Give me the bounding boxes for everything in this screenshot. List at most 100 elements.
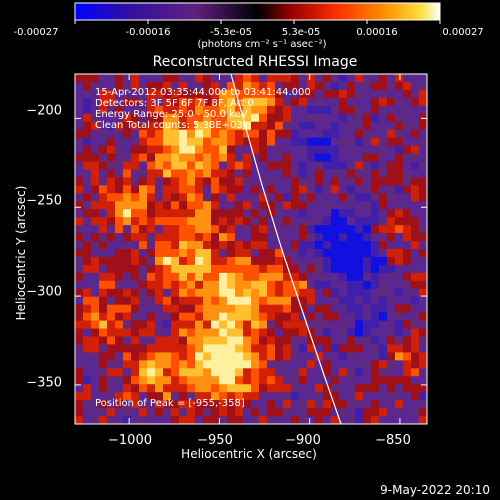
image-pixel [123,256,132,266]
y-tick-label: −250 [26,193,62,209]
image-pixel [163,217,172,226]
image-pixel [275,169,284,178]
image-pixel [235,153,244,162]
image-pixel [315,137,324,146]
image-pixel [163,225,172,234]
image-pixel [323,201,332,210]
image-pixel [227,272,236,282]
image-pixel [323,89,332,99]
image-pixel [395,304,404,313]
image-pixel [155,376,164,385]
image-pixel [211,280,220,290]
image-pixel [131,81,140,91]
image-pixel [275,137,284,146]
image-pixel [75,280,84,290]
x-tick-label: −850 [375,433,411,448]
image-pixel [251,209,260,218]
image-pixel [187,288,196,298]
image-pixel [395,89,404,99]
image-pixel [83,288,92,298]
image-pixel [219,209,228,218]
image-pixel [155,97,164,107]
image-pixel [83,328,92,337]
image-pixel [411,121,420,130]
image-pixel [211,296,220,305]
image-pixel [139,280,148,290]
image-pixel [395,201,404,210]
image-pixel [387,241,396,250]
image-pixel [315,376,324,385]
image-pixel [387,74,396,83]
image-pixel [355,217,364,226]
image-pixel [315,304,324,313]
image-pixel [331,153,340,162]
image-pixel [347,209,356,218]
image-pixel [227,249,236,258]
image-pixel [355,320,364,329]
image-pixel [123,201,132,210]
image-pixel [299,74,308,83]
image-pixel [155,249,164,258]
image-pixel [179,193,188,202]
image-pixel [299,137,308,146]
image-pixel [123,193,132,202]
image-pixel [387,416,396,425]
image-pixel [107,105,116,115]
image-pixel [371,264,380,274]
image-pixel [371,201,380,210]
image-pixel [275,153,284,162]
image-pixel [91,129,100,138]
image-pixel [299,249,308,258]
image-pixel [203,97,212,107]
image-pixel [75,225,84,234]
image-pixel [411,360,420,369]
image-pixel [267,416,276,425]
image-pixel [75,81,84,91]
image-pixel [371,392,380,401]
image-pixel [235,113,244,123]
image-pixel [275,233,284,242]
image-pixel [363,384,372,393]
image-pixel [379,280,388,290]
image-pixel [155,209,164,218]
image-pixel [291,185,300,194]
image-pixel [403,129,412,138]
image-pixel [259,368,268,377]
image-pixel [339,368,348,377]
image-pixel [251,312,260,321]
image-pixel [355,288,364,298]
image-pixel [147,113,156,123]
image-pixel [99,249,108,258]
image-pixel [211,336,220,345]
image-pixel [187,177,196,186]
image-pixel [187,272,196,282]
image-pixel [275,384,284,393]
image-pixel [259,320,268,329]
image-pixel [363,81,372,91]
image-pixel [339,241,348,250]
image-pixel [307,336,316,345]
image-pixel [227,233,236,242]
image-pixel [339,225,348,234]
image-pixel [147,328,156,337]
image-pixel [411,209,420,218]
image-pixel [211,177,220,186]
image-pixel [235,392,244,401]
image-pixel [419,249,428,258]
image-pixel [131,113,140,123]
image-pixel [203,304,212,313]
image-pixel [179,161,188,170]
image-pixel [283,376,292,385]
image-pixel [123,328,132,337]
image-pixel [403,296,412,305]
image-pixel [227,113,236,123]
image-pixel [123,74,132,83]
image-pixel [267,105,276,115]
image-pixel [107,113,116,123]
image-pixel [163,121,172,130]
image-pixel [339,312,348,321]
image-pixel [291,161,300,170]
image-pixel [163,376,172,385]
image-pixel [211,328,220,337]
image-pixel [187,360,196,369]
